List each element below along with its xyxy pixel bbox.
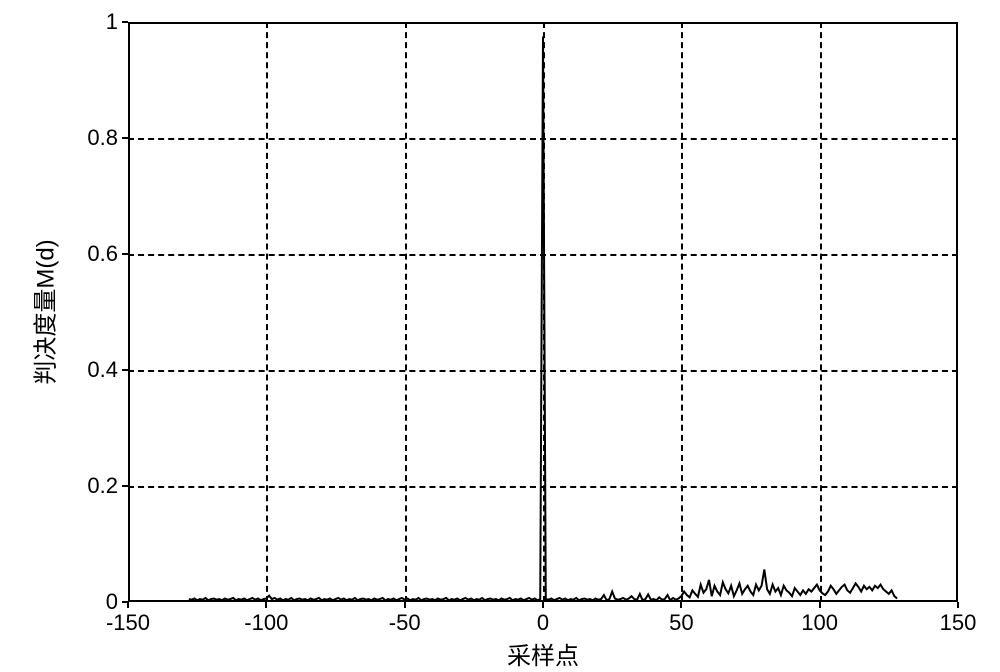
figure: 采样点 判决度量M(d) -150-100-5005010015000.20.4… [0,0,1000,672]
data-polyline [189,37,897,601]
x-tick-label: 0 [537,610,549,636]
x-tick-label: -100 [244,610,288,636]
y-tick-label: 0.8 [87,125,118,151]
y-tick-mark [122,601,128,603]
y-tick-mark [122,253,128,255]
y-tick-label: 0 [106,589,118,615]
x-tick-mark [542,602,544,608]
y-tick-mark [122,137,128,139]
y-tick-mark [122,369,128,371]
x-tick-mark [404,602,406,608]
y-tick-label: 0.4 [87,357,118,383]
x-tick-mark [680,602,682,608]
x-tick-label: -50 [389,610,421,636]
y-tick-mark [122,21,128,23]
data-line-svg [128,22,958,602]
y-tick-label: 0.6 [87,241,118,267]
plot-area [128,22,958,602]
y-axis-label: 判决度量M(d) [26,239,61,384]
y-tick-label: 0.2 [87,473,118,499]
y-tick-label: 1 [106,9,118,35]
y-tick-mark [122,485,128,487]
x-tick-mark [957,602,959,608]
x-tick-label: 100 [801,610,838,636]
x-tick-label: 50 [669,610,693,636]
x-tick-mark [819,602,821,608]
x-tick-mark [265,602,267,608]
x-tick-label: 150 [940,610,977,636]
x-axis-label: 采样点 [507,636,579,671]
